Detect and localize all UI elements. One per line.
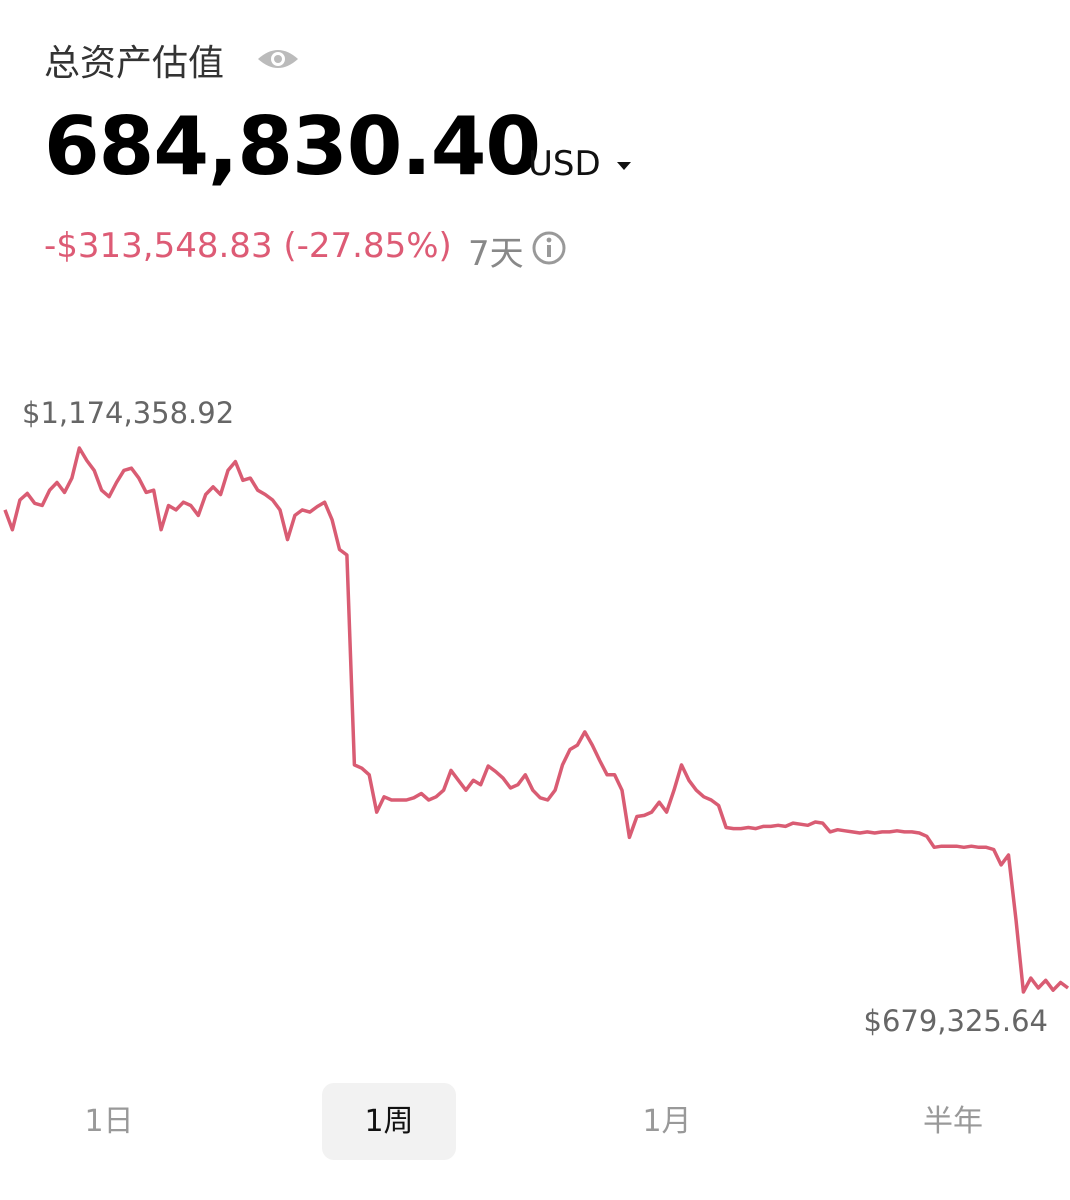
tab[interactable]: 1月 [642, 1104, 692, 1139]
tab[interactable]: 半年 [923, 1104, 983, 1139]
dropdown-arrow[interactable] [616, 160, 632, 172]
eye-icon[interactable] [256, 44, 300, 74]
info-icon[interactable] [530, 229, 568, 267]
tab[interactable]: 1周 [322, 1083, 456, 1160]
max-label: $1,174,358.92 [22, 396, 235, 430]
min-label: $679,325.64 [863, 1004, 1049, 1038]
change: -$313,548.83 (-27.85%) [44, 226, 452, 266]
chart [3, 446, 1070, 994]
title: 总资产估值 [44, 43, 225, 84]
balance: 684,830.40 [44, 100, 541, 193]
period: 7天 [468, 234, 524, 274]
tab[interactable]: 1日 [84, 1104, 134, 1139]
line [3, 446, 1070, 994]
currency[interactable]: USD [528, 144, 601, 184]
